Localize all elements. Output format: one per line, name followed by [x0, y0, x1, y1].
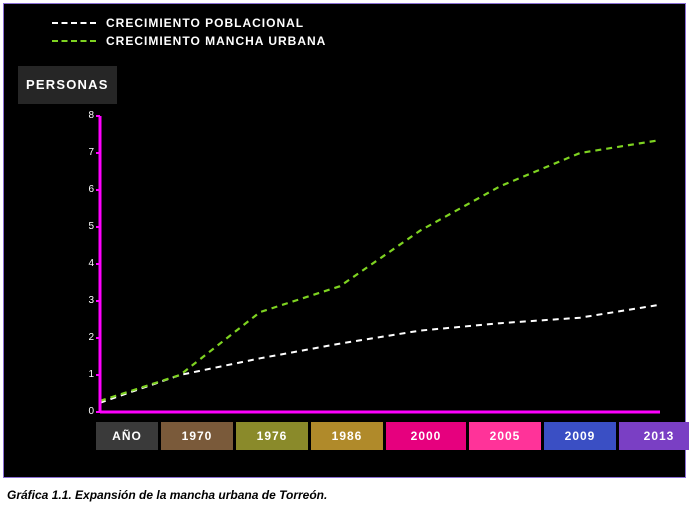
- y-tick-label: 6: [74, 184, 94, 195]
- series-crecimiento-poblacional: [100, 305, 660, 403]
- legend-label: CRECIMIENTO MANCHA URBANA: [106, 34, 326, 48]
- figure-frame: CRECIMIENTO POBLACIONAL CRECIMIENTO MANCH…: [0, 0, 689, 510]
- legend: CRECIMIENTO POBLACIONAL CRECIMIENTO MANCH…: [52, 14, 326, 50]
- x-axis-cell: 1970: [161, 422, 233, 450]
- series-crecimiento-mancha-urbana: [100, 140, 660, 401]
- y-tick-label: 7: [74, 147, 94, 158]
- x-axis-header: AÑO: [96, 422, 158, 450]
- y-tick-label: 5: [74, 221, 94, 232]
- legend-item: CRECIMIENTO POBLACIONAL: [52, 14, 326, 32]
- y-tick-label: 0: [74, 406, 94, 417]
- legend-label: CRECIMIENTO POBLACIONAL: [106, 16, 304, 30]
- legend-swatch: [52, 40, 96, 42]
- x-axis-cell: 2000: [386, 422, 466, 450]
- plot-svg: [100, 116, 660, 412]
- y-tick-label: 1: [74, 369, 94, 380]
- x-axis-cell: 2005: [469, 422, 541, 450]
- x-axis-cell: 1976: [236, 422, 308, 450]
- x-axis-cell: 1986: [311, 422, 383, 450]
- x-axis-cell: 2009: [544, 422, 616, 450]
- y-tick-label: 2: [74, 332, 94, 343]
- chart-area: CRECIMIENTO POBLACIONAL CRECIMIENTO MANCH…: [3, 3, 686, 478]
- plot-region: [100, 116, 660, 412]
- x-axis: AÑO1970197619862000200520092013: [96, 422, 689, 450]
- y-tick-label: 8: [74, 110, 94, 121]
- y-axis-label: PERSONAS: [26, 77, 109, 92]
- y-tick-label: 3: [74, 295, 94, 306]
- figure-caption: Gráfica 1.1. Expansión de la mancha urba…: [3, 488, 686, 502]
- x-axis-cell: 2013: [619, 422, 689, 450]
- y-axis-label-box: PERSONAS: [18, 66, 117, 104]
- legend-swatch: [52, 22, 96, 24]
- legend-item: CRECIMIENTO MANCHA URBANA: [52, 32, 326, 50]
- y-tick-label: 4: [74, 258, 94, 269]
